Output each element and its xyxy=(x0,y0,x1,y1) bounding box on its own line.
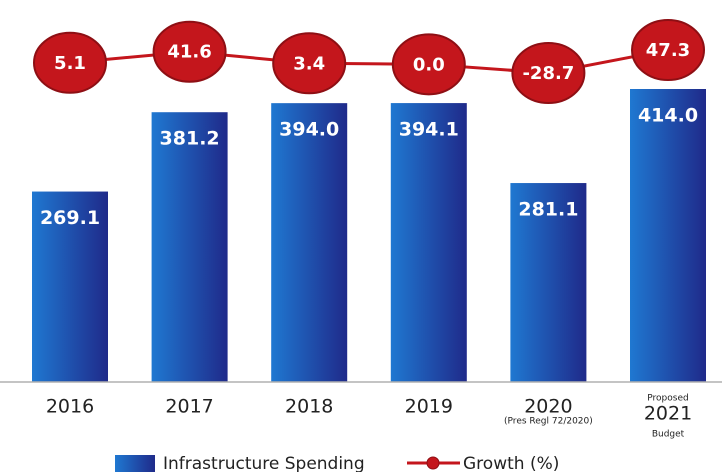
bar-value-label: 281.1 xyxy=(518,199,578,221)
x-tick-label: 2018 xyxy=(285,396,333,418)
growth-marker xyxy=(631,19,705,81)
bar xyxy=(151,112,228,382)
x-tick-label: 2020 xyxy=(524,396,572,418)
legend-marker xyxy=(426,456,440,470)
growth-value-label: 47.3 xyxy=(646,40,690,61)
growth-value-label: 0.0 xyxy=(413,54,445,75)
bar-value-label: 394.1 xyxy=(399,119,459,141)
category-note: Proposed xyxy=(647,394,688,404)
x-tick-label: 2019 xyxy=(405,396,453,418)
growth-marker xyxy=(391,33,466,96)
x-tick-label: 2021 xyxy=(644,403,692,425)
x-tick-label: 2016 xyxy=(46,396,94,418)
bar xyxy=(510,183,587,382)
category-note: (Pres Regl 72/2020) xyxy=(504,417,593,427)
growth-value-label: 5.1 xyxy=(54,53,86,74)
bar xyxy=(32,191,108,382)
legend-swatch xyxy=(115,455,155,472)
bar-value-label: 394.0 xyxy=(279,119,339,141)
growth-value-label: 41.6 xyxy=(167,42,211,63)
bar-value-label: 381.2 xyxy=(160,128,220,150)
bar-value-label: 414.0 xyxy=(638,105,698,127)
category-note: Budget xyxy=(652,430,685,440)
bar xyxy=(630,89,706,382)
legend-label: Infrastructure Spending xyxy=(163,454,365,472)
growth-marker xyxy=(511,42,586,104)
growth-marker xyxy=(33,31,107,94)
growth-marker xyxy=(152,20,227,83)
x-tick-label: 2017 xyxy=(165,396,213,418)
bar-value-label: 269.1 xyxy=(40,207,100,229)
bar xyxy=(271,103,348,382)
growth-marker xyxy=(272,32,347,95)
legend-label: Growth (%) xyxy=(463,454,559,472)
growth-value-label: 3.4 xyxy=(293,53,325,74)
bar xyxy=(390,103,467,383)
growth-value-label: -28.7 xyxy=(522,63,574,84)
